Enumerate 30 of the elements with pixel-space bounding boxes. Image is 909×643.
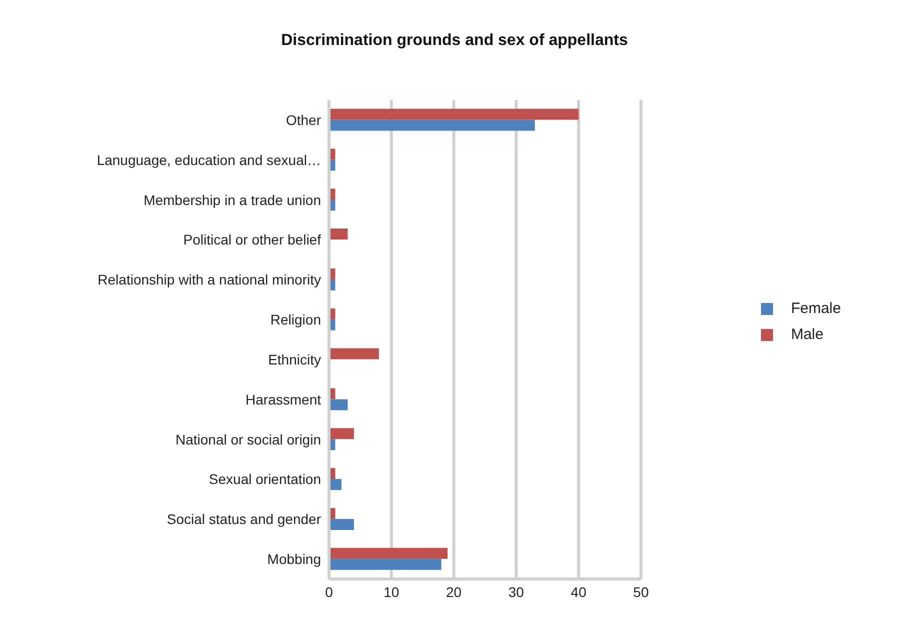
- bar: [329, 518, 354, 530]
- bar: [329, 399, 348, 410]
- y-tick-label: Religion: [270, 312, 321, 328]
- x-tick-label: 20: [446, 584, 462, 600]
- y-tick-label: National or social origin: [175, 431, 321, 448]
- x-tick-label: 50: [633, 584, 649, 600]
- x-tick-label: 0: [325, 584, 334, 600]
- bar: [329, 228, 348, 240]
- x-tick-label: 40: [570, 584, 587, 600]
- y-tick-label: Social status and gender: [166, 511, 322, 528]
- legend-label: Male: [790, 326, 824, 342]
- bar: [329, 558, 442, 570]
- bar: [329, 548, 448, 559]
- x-tick-label: 30: [508, 584, 524, 600]
- y-tick-label: Sexual orientation: [208, 471, 321, 488]
- bar: [329, 120, 535, 131]
- y-tick-label: Harassment: [246, 391, 322, 408]
- bar: [329, 348, 379, 360]
- y-tick-label: Ethnicity: [268, 351, 321, 368]
- y-tick-label: Other: [286, 112, 322, 128]
- bar: [329, 428, 354, 440]
- y-tick-label: Political or other belief: [183, 232, 322, 248]
- y-tick-label: Relationship with a national minority: [98, 272, 321, 288]
- y-tick-label: Lanuguage, education and sexual…: [96, 152, 321, 168]
- y-tick-label: Mobbing: [267, 551, 321, 568]
- legend-label: Female: [790, 300, 841, 316]
- x-tick-label: 10: [384, 584, 400, 600]
- chart-title: Discrimination grounds and sex of appellants: [280, 32, 629, 50]
- y-tick-label: Membership in a trade union: [144, 192, 321, 208]
- bar: [329, 108, 579, 120]
